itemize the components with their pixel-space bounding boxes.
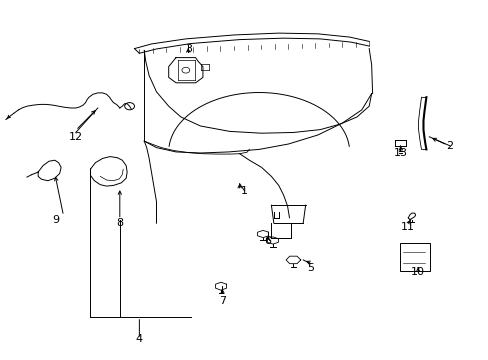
Bar <box>399 243 429 271</box>
Text: 4: 4 <box>136 334 142 344</box>
Text: 2: 2 <box>446 141 452 151</box>
Text: 1: 1 <box>241 186 247 196</box>
Text: 10: 10 <box>410 267 424 277</box>
Text: 5: 5 <box>306 263 313 273</box>
Text: 7: 7 <box>219 296 225 306</box>
Text: 8: 8 <box>116 218 123 228</box>
Text: 3: 3 <box>184 44 191 54</box>
Text: 11: 11 <box>401 222 414 232</box>
Text: 6: 6 <box>264 236 271 246</box>
Text: 13: 13 <box>393 148 407 158</box>
Text: 12: 12 <box>69 132 82 142</box>
Text: 9: 9 <box>53 215 60 225</box>
